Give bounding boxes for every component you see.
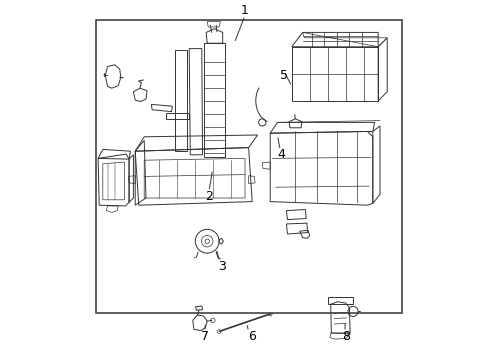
Text: 4: 4 (277, 148, 285, 161)
Text: 1: 1 (241, 4, 249, 17)
Text: 6: 6 (248, 330, 256, 343)
Text: 3: 3 (218, 260, 225, 273)
Text: 8: 8 (342, 330, 350, 343)
Text: 2: 2 (205, 190, 213, 203)
Text: 5: 5 (280, 69, 288, 82)
Text: 7: 7 (201, 330, 209, 343)
